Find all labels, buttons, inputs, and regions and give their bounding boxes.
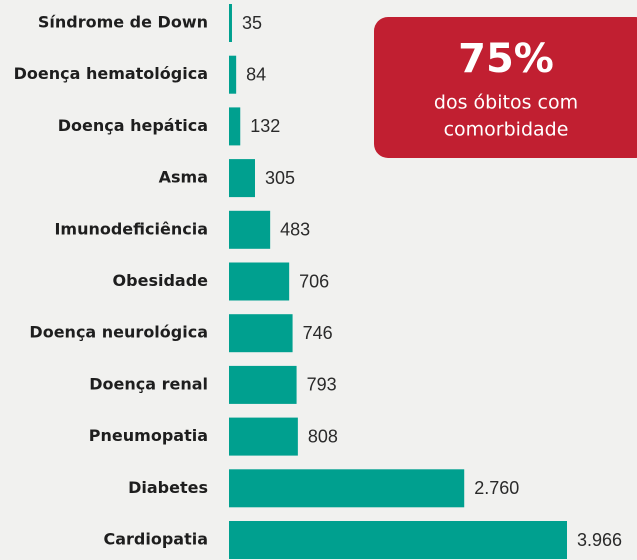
category-label: Doença neurológica	[29, 323, 208, 342]
bar	[229, 314, 293, 353]
value-label: 84	[246, 64, 266, 84]
bar	[229, 107, 241, 146]
value-label: 132	[250, 116, 280, 136]
annotation-box	[374, 17, 637, 158]
bar	[229, 4, 232, 42]
value-label: 35	[242, 13, 262, 33]
value-label: 706	[299, 271, 329, 291]
category-label: Obesidade	[113, 271, 209, 290]
annotation-headline: 75%	[458, 36, 554, 82]
value-label: 305	[265, 168, 295, 188]
category-label: Pneumopatia	[89, 426, 208, 445]
category-label: Imunodeficiência	[54, 219, 208, 238]
annotation-line: comorbidade	[444, 119, 569, 141]
value-label: 483	[280, 220, 310, 240]
annotation-line: dos óbitos com	[434, 92, 578, 114]
bar	[229, 159, 255, 198]
value-label: 746	[303, 323, 333, 343]
category-label: Diabetes	[128, 478, 208, 497]
category-label: Síndrome de Down	[38, 13, 208, 32]
category-label: Asma	[159, 168, 208, 187]
category-label: Doença hematológica	[14, 64, 208, 83]
value-label: 3.966	[577, 530, 622, 550]
category-label: Cardiopatia	[103, 530, 208, 549]
bar	[229, 521, 567, 559]
bar	[229, 262, 290, 301]
bar	[229, 417, 298, 456]
bar	[229, 210, 271, 249]
category-label: Doença hepática	[58, 116, 208, 135]
bar	[229, 469, 465, 508]
category-label: Doença renal	[89, 374, 208, 393]
bar	[229, 55, 237, 94]
value-label: 808	[308, 426, 338, 446]
bar	[229, 365, 297, 404]
value-label: 793	[307, 375, 337, 395]
value-label: 2.760	[474, 478, 519, 498]
